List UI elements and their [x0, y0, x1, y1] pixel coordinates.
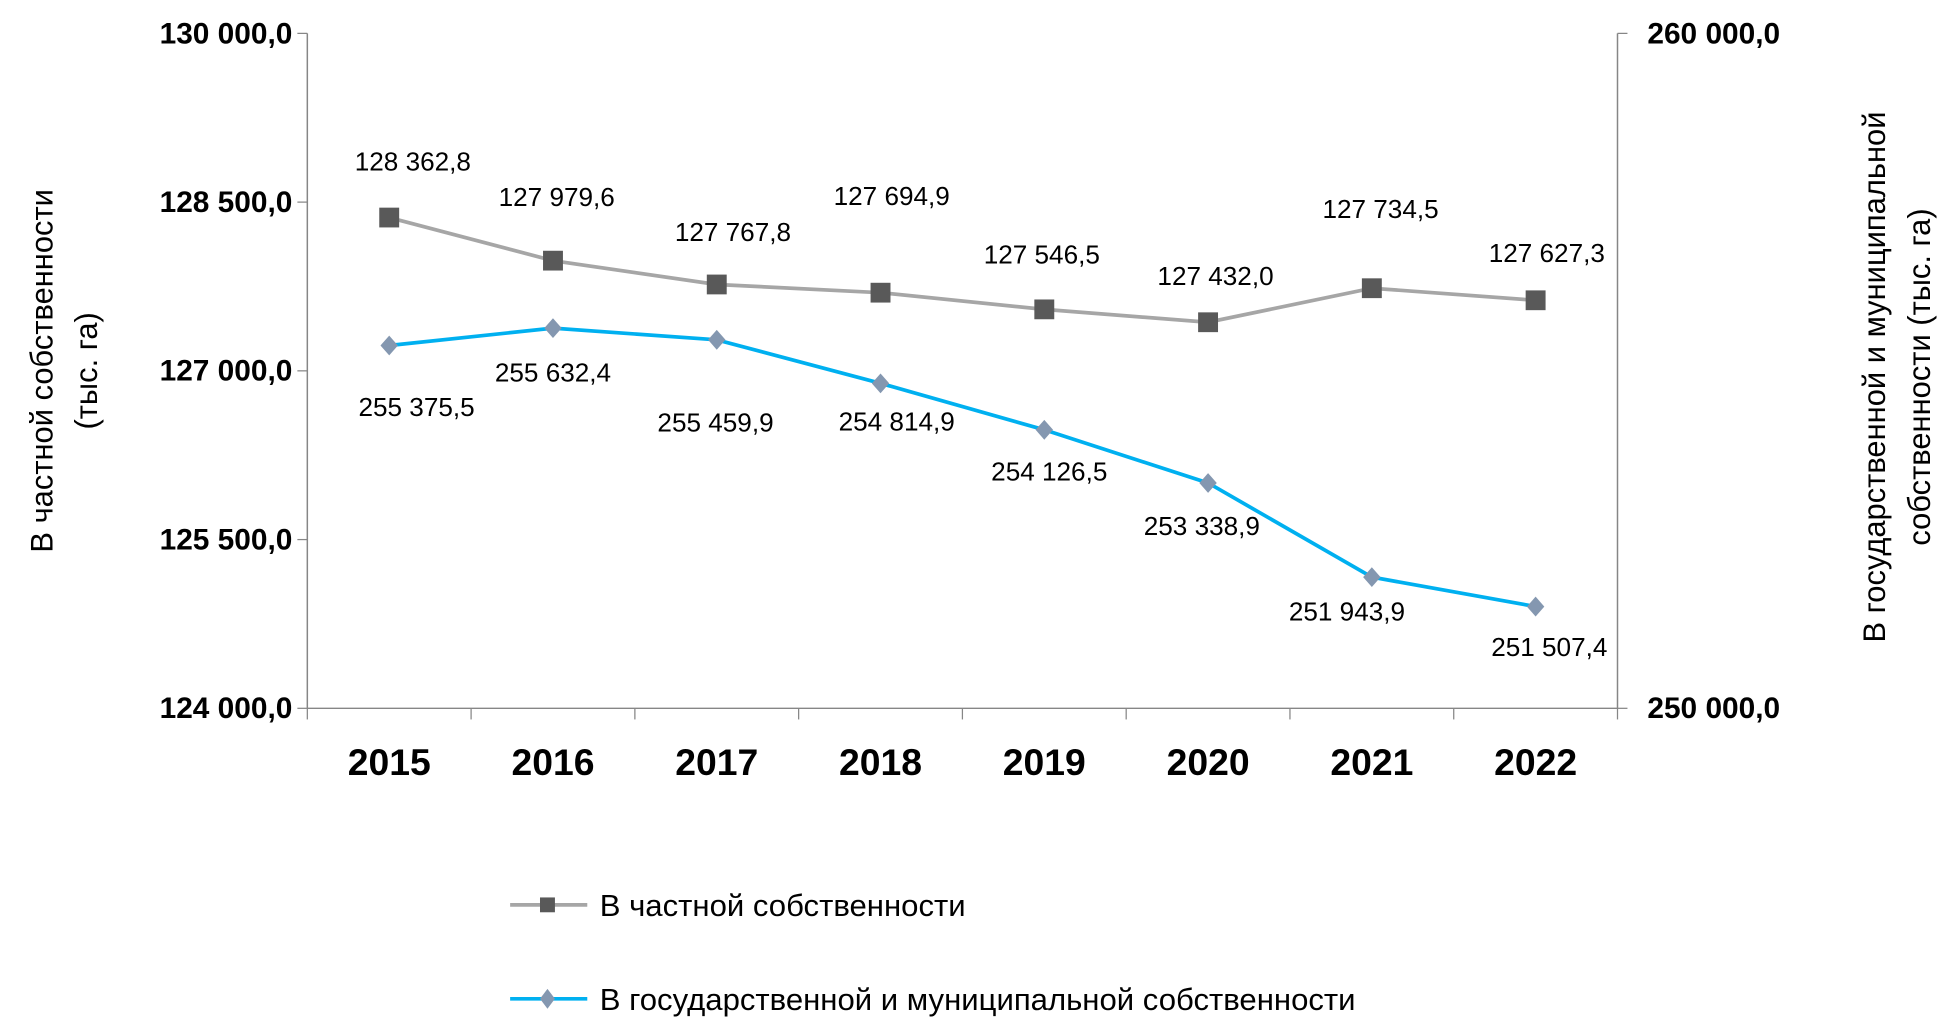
- x-tick-label: 2015: [348, 741, 431, 783]
- data-label: 251 507,4: [1491, 632, 1607, 662]
- data-label: 127 734,5: [1322, 194, 1438, 224]
- x-tick-label: 2020: [1167, 741, 1250, 783]
- data-label: 127 432,0: [1157, 261, 1273, 291]
- legend-label-state: В государственной и муниципальной собств…: [600, 982, 1356, 1017]
- y2-axis-title-line2: собственности (тыс. га): [1902, 208, 1937, 545]
- data-point-diamond: [544, 318, 562, 339]
- data-point-square: [543, 250, 563, 271]
- data-label: 128 362,8: [355, 147, 471, 177]
- y-tick-label: 124 000,0: [160, 692, 293, 725]
- data-label: 127 546,5: [984, 240, 1100, 270]
- data-label: 127 694,9: [834, 181, 950, 211]
- series-line-private: [388, 215, 1536, 325]
- legend-diamond-marker-icon: [539, 988, 555, 1009]
- y-axis-title-line1: В частной собственности: [24, 189, 59, 553]
- data-point-square: [1034, 299, 1055, 320]
- x-tick-label: 2017: [675, 741, 758, 783]
- data-point-square: [1525, 290, 1546, 311]
- data-point-diamond: [380, 335, 398, 356]
- data-label: 254 126,5: [991, 457, 1107, 487]
- y-tick-label: 125 500,0: [160, 524, 293, 557]
- data-point-square: [1361, 278, 1382, 299]
- data-point-square: [379, 207, 400, 228]
- y-axis-title-line2: (тыс. га): [69, 312, 104, 429]
- data-label: 254 814,9: [839, 406, 955, 436]
- x-tick-label: 2022: [1494, 741, 1577, 783]
- data-point-diamond: [1035, 419, 1054, 440]
- data-point-square: [870, 282, 891, 303]
- x-tick-label: 2019: [1003, 741, 1086, 783]
- data-label: 127 979,6: [499, 182, 615, 212]
- data-point-diamond: [1363, 567, 1381, 587]
- data-label: 251 943,9: [1289, 596, 1405, 626]
- legend: В частной собственности В государственно…: [510, 888, 1356, 1017]
- data-label: 255 459,9: [657, 407, 773, 437]
- data-point-square: [706, 274, 727, 295]
- data-label: 127 767,8: [675, 217, 791, 247]
- data-point-diamond: [1526, 596, 1545, 617]
- data-label: 255 632,4: [495, 357, 611, 387]
- data-label: 253 338,9: [1144, 511, 1260, 541]
- x-tick-label: 2016: [511, 741, 594, 783]
- data-label: 127 627,3: [1489, 238, 1605, 268]
- y-tick-label: 128 500,0: [160, 186, 293, 219]
- series-line-state: [389, 326, 1536, 609]
- y2-tick-label: 260 000,0: [1647, 17, 1780, 50]
- y2-axis-title-line1: В государственной и муниципальной: [1857, 112, 1892, 643]
- x-tick-label: 2021: [1330, 741, 1413, 783]
- legend-label-private: В частной собственности: [600, 888, 966, 923]
- data-point-diamond: [1199, 473, 1217, 493]
- data-point-square: [1198, 312, 1219, 333]
- data-point-diamond: [871, 373, 890, 394]
- data-label: 255 375,5: [358, 392, 474, 422]
- legend-item-private[interactable]: В частной собственности: [510, 888, 966, 923]
- data-point-diamond: [708, 329, 726, 350]
- x-tick-label: 2018: [839, 741, 922, 783]
- legend-square-marker-icon: [539, 897, 555, 913]
- y2-tick-label: 250 000,0: [1647, 692, 1780, 725]
- y-tick-label: 130 000,0: [160, 17, 293, 50]
- legend-item-state[interactable]: В государственной и муниципальной собств…: [510, 982, 1356, 1017]
- y-tick-label: 127 000,0: [160, 355, 293, 388]
